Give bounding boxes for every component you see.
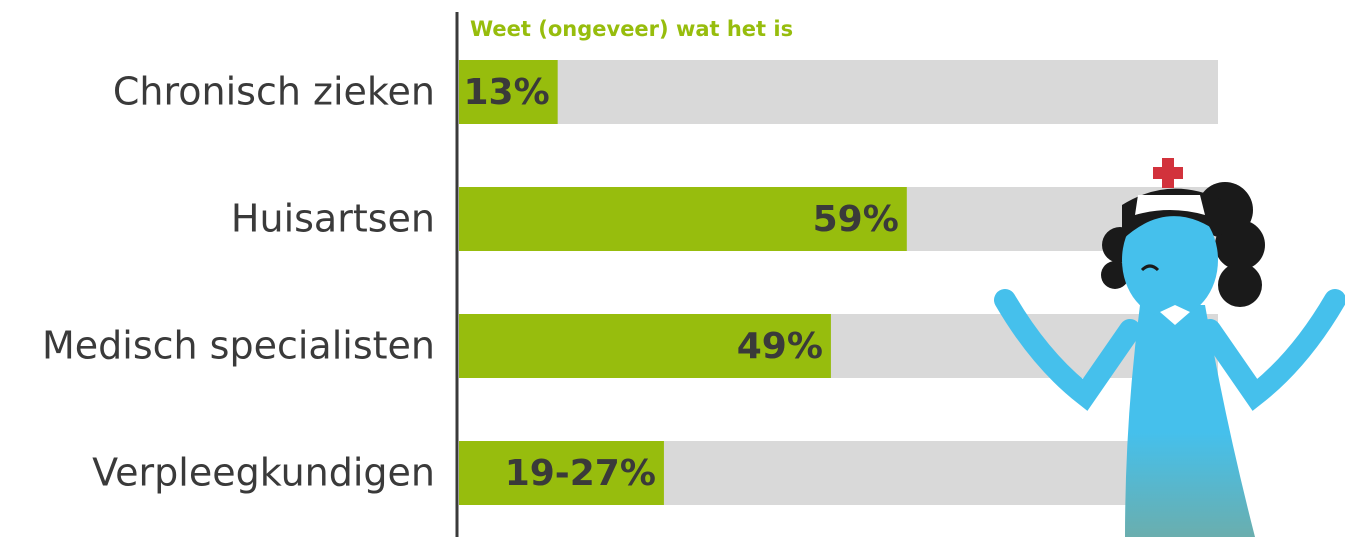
bar <box>459 314 831 378</box>
bar <box>459 441 664 505</box>
legend-title: Weet (ongeveer) wat het is <box>470 17 793 41</box>
value-label: 59% <box>813 199 899 240</box>
value-label: 19-27% <box>505 453 656 494</box>
category-label: Medisch specialisten <box>42 324 435 368</box>
bar <box>459 60 558 124</box>
value-label: 49% <box>737 326 823 367</box>
category-label: Chronisch zieken <box>113 70 435 114</box>
bars: Chronisch zieken 13% Huisartsen 59% Medisch … <box>42 60 1218 505</box>
nurse-illustration <box>994 158 1345 537</box>
category-label: Verpleegkundigen <box>92 451 435 495</box>
bar-track <box>459 60 1218 124</box>
value-label: 13% <box>463 72 549 113</box>
category-label: Huisartsen <box>231 197 435 241</box>
bar <box>459 187 907 251</box>
